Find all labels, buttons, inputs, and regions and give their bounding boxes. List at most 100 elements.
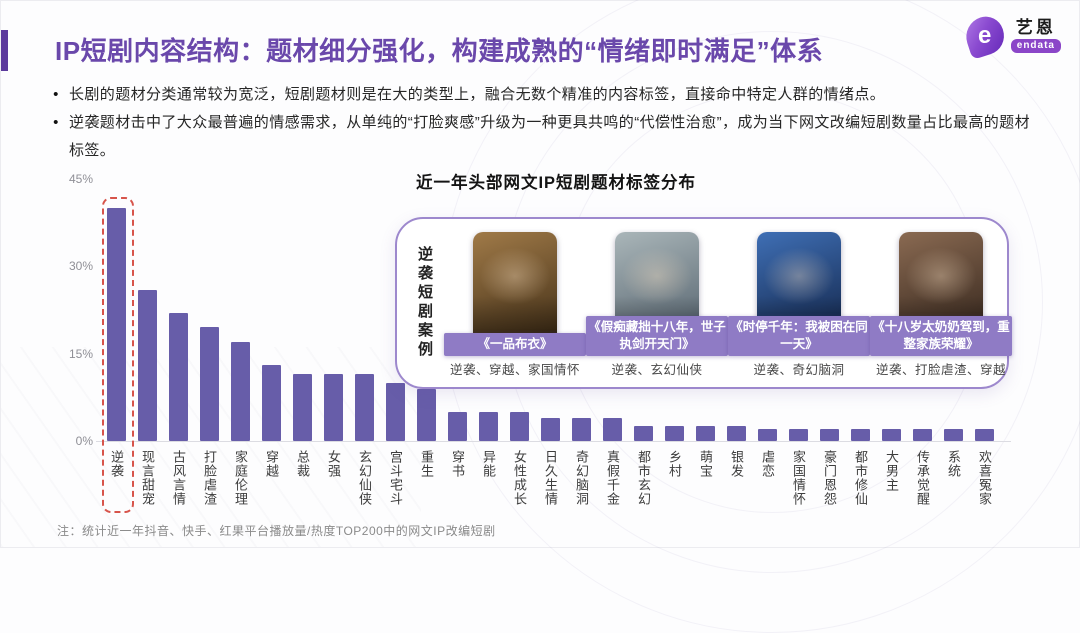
page-title: IP短剧内容结构：题材细分强化，构建成熟的“情绪即时满足”体系: [55, 36, 824, 66]
bar: [107, 208, 126, 441]
bar: [262, 365, 281, 441]
bar-column: [752, 429, 783, 441]
bar: [479, 412, 498, 441]
bar: [882, 429, 901, 441]
bar-column: [721, 426, 752, 441]
x-axis-label: 豪门恩怨: [822, 450, 837, 506]
bar: [851, 429, 870, 441]
footnote: 注：统计近一年抖音、快手、红果平台播放量/热度TOP200中的网文IP改编短剧: [57, 524, 496, 538]
y-axis-tick-label: 30%: [68, 259, 93, 274]
bar-column: [938, 429, 969, 441]
bar-column: [473, 412, 504, 441]
bar-column: [597, 418, 628, 441]
bar-column: [690, 426, 721, 441]
bar-column: [659, 426, 690, 441]
bar-column: [194, 327, 225, 441]
bar-column: [380, 383, 411, 441]
case-cards: 《一品布衣》 逆袭、穿越、家国情怀 《假痴藏拙十八年，世子执剑开天门》 逆袭、玄幻仙侠…: [440, 219, 1026, 387]
bar: [665, 426, 684, 441]
bullet-dot-icon: •: [53, 113, 59, 131]
bar: [355, 374, 374, 441]
endata-logo: e 艺恩 endata: [960, 12, 1061, 60]
x-axis-label: 女强: [326, 450, 341, 478]
x-axis-label: 银发: [729, 450, 744, 478]
bar-column: [907, 429, 938, 441]
bar-column: [256, 365, 287, 441]
x-axis-label: 系统: [946, 450, 961, 478]
x-axis-label: 宫斗宅斗: [388, 450, 403, 506]
chart-title: 近一年头部网文IP短剧题材标签分布: [415, 174, 697, 192]
bar-column: [101, 208, 132, 441]
bar: [169, 313, 188, 441]
bar: [293, 374, 312, 441]
case-tags: 逆袭、奇幻脑洞: [753, 363, 845, 377]
bar-column: [535, 418, 566, 441]
x-axis-label: 家国情怀: [791, 450, 806, 506]
bar: [727, 426, 746, 441]
x-axis-labels: 逆袭 现言甜宠 古风言情 打脸虐渣 家庭伦理 穿越 总裁 女强 玄幻仙侠 宫斗宅斗 重生 穿书 异能 女性…: [101, 450, 1001, 506]
x-axis-label: 家庭伦理: [233, 450, 248, 506]
case-card: 《十八岁太奶奶驾到，重整家族荣耀》 逆袭、打脸虐渣、穿越: [870, 231, 1012, 379]
bar-column: [845, 429, 876, 441]
bar: [417, 389, 436, 441]
case-panel: 逆袭短剧案例 《一品布衣》 逆袭、穿越、家国情怀 《假痴藏拙十八年，世子执剑开天门》…: [395, 217, 1012, 389]
bar: [200, 327, 219, 441]
bar-column: [318, 374, 349, 441]
bullet-text: 长剧的题材分类通常较为宽泛，短剧题材则是在大的类型上，融合无数个精准的内容标签，…: [69, 86, 886, 103]
bar: [138, 290, 157, 441]
x-axis-label: 古风言情: [171, 450, 186, 506]
case-title-banner: 《时停千年：我被困在同一天》: [728, 316, 870, 356]
y-axis-tick-label: 0%: [75, 434, 93, 448]
x-axis-label: 真假千金: [605, 450, 620, 506]
x-axis-label: 异能: [481, 450, 496, 478]
poster-costume-sword-drama: [473, 232, 557, 348]
bar: [944, 429, 963, 441]
bar-column: [566, 418, 597, 441]
bar-column: [411, 389, 442, 441]
bullet-text: 逆袭题材击中了大众最普遍的情感需求，从单纯的“打脸爽感”升级为一种更具共鸣的“代…: [69, 113, 1030, 159]
bar: [975, 429, 994, 441]
bar-column: [287, 374, 318, 441]
bar: [603, 418, 622, 441]
x-axis-label: 现言甜宠: [140, 450, 155, 506]
bar: [789, 429, 808, 441]
x-axis-label: 女性成长: [512, 450, 527, 506]
case-card: 《假痴藏拙十八年，世子执剑开天门》 逆袭、玄幻仙侠: [586, 231, 728, 379]
bar-column: [349, 374, 380, 441]
bar: [324, 374, 343, 441]
bar-column: [442, 412, 473, 441]
bar: [448, 412, 467, 441]
bar: [696, 426, 715, 441]
x-axis-label: 打脸虐渣: [202, 450, 217, 506]
bar: [913, 429, 932, 441]
x-axis-label: 日久生情: [543, 450, 558, 506]
bar-column: [132, 290, 163, 441]
bar-column: [163, 313, 194, 441]
bar: [231, 342, 250, 441]
case-tags: 逆袭、打脸虐渣、穿越: [875, 363, 1007, 377]
case-tags: 逆袭、玄幻仙侠: [611, 363, 703, 377]
summary-bullets: • 长剧的题材分类通常较为宽泛，短剧题材则是在大的类型上，融合无数个精准的内容标…: [43, 81, 1033, 164]
y-axis-tick-label: 45%: [68, 172, 93, 186]
x-axis-label: 玄幻仙侠: [357, 450, 372, 506]
x-axis-label: 都市修仙: [853, 450, 868, 506]
logo-brand-en: endata: [1010, 39, 1061, 53]
bar: [510, 412, 529, 441]
bar-column: [628, 426, 659, 441]
case-card: 《时停千年：我被困在同一天》逆袭、奇幻脑洞: [728, 231, 870, 379]
x-axis-label: 总裁: [295, 450, 310, 478]
x-axis-label: 穿书: [450, 450, 465, 478]
bullet-item: • 长剧的题材分类通常较为宽泛，短剧题材则是在大的类型上，融合无数个精准的内容标…: [43, 81, 1033, 109]
bar: [634, 426, 653, 441]
highlight-dashed-box: [102, 197, 134, 513]
x-axis-label: 大男主: [884, 450, 899, 492]
x-axis-label: 奇幻脑洞: [574, 450, 589, 506]
x-axis-label: 乡村: [667, 450, 682, 478]
bar-column: [225, 342, 256, 441]
bar-column: [504, 412, 535, 441]
x-axis-label: 欢喜冤家: [977, 450, 992, 506]
x-axis-line: [96, 441, 1011, 442]
bar: [386, 383, 405, 441]
logo-brand-cn: 艺恩: [1015, 18, 1056, 37]
x-axis-label: 虐恋: [760, 450, 775, 478]
